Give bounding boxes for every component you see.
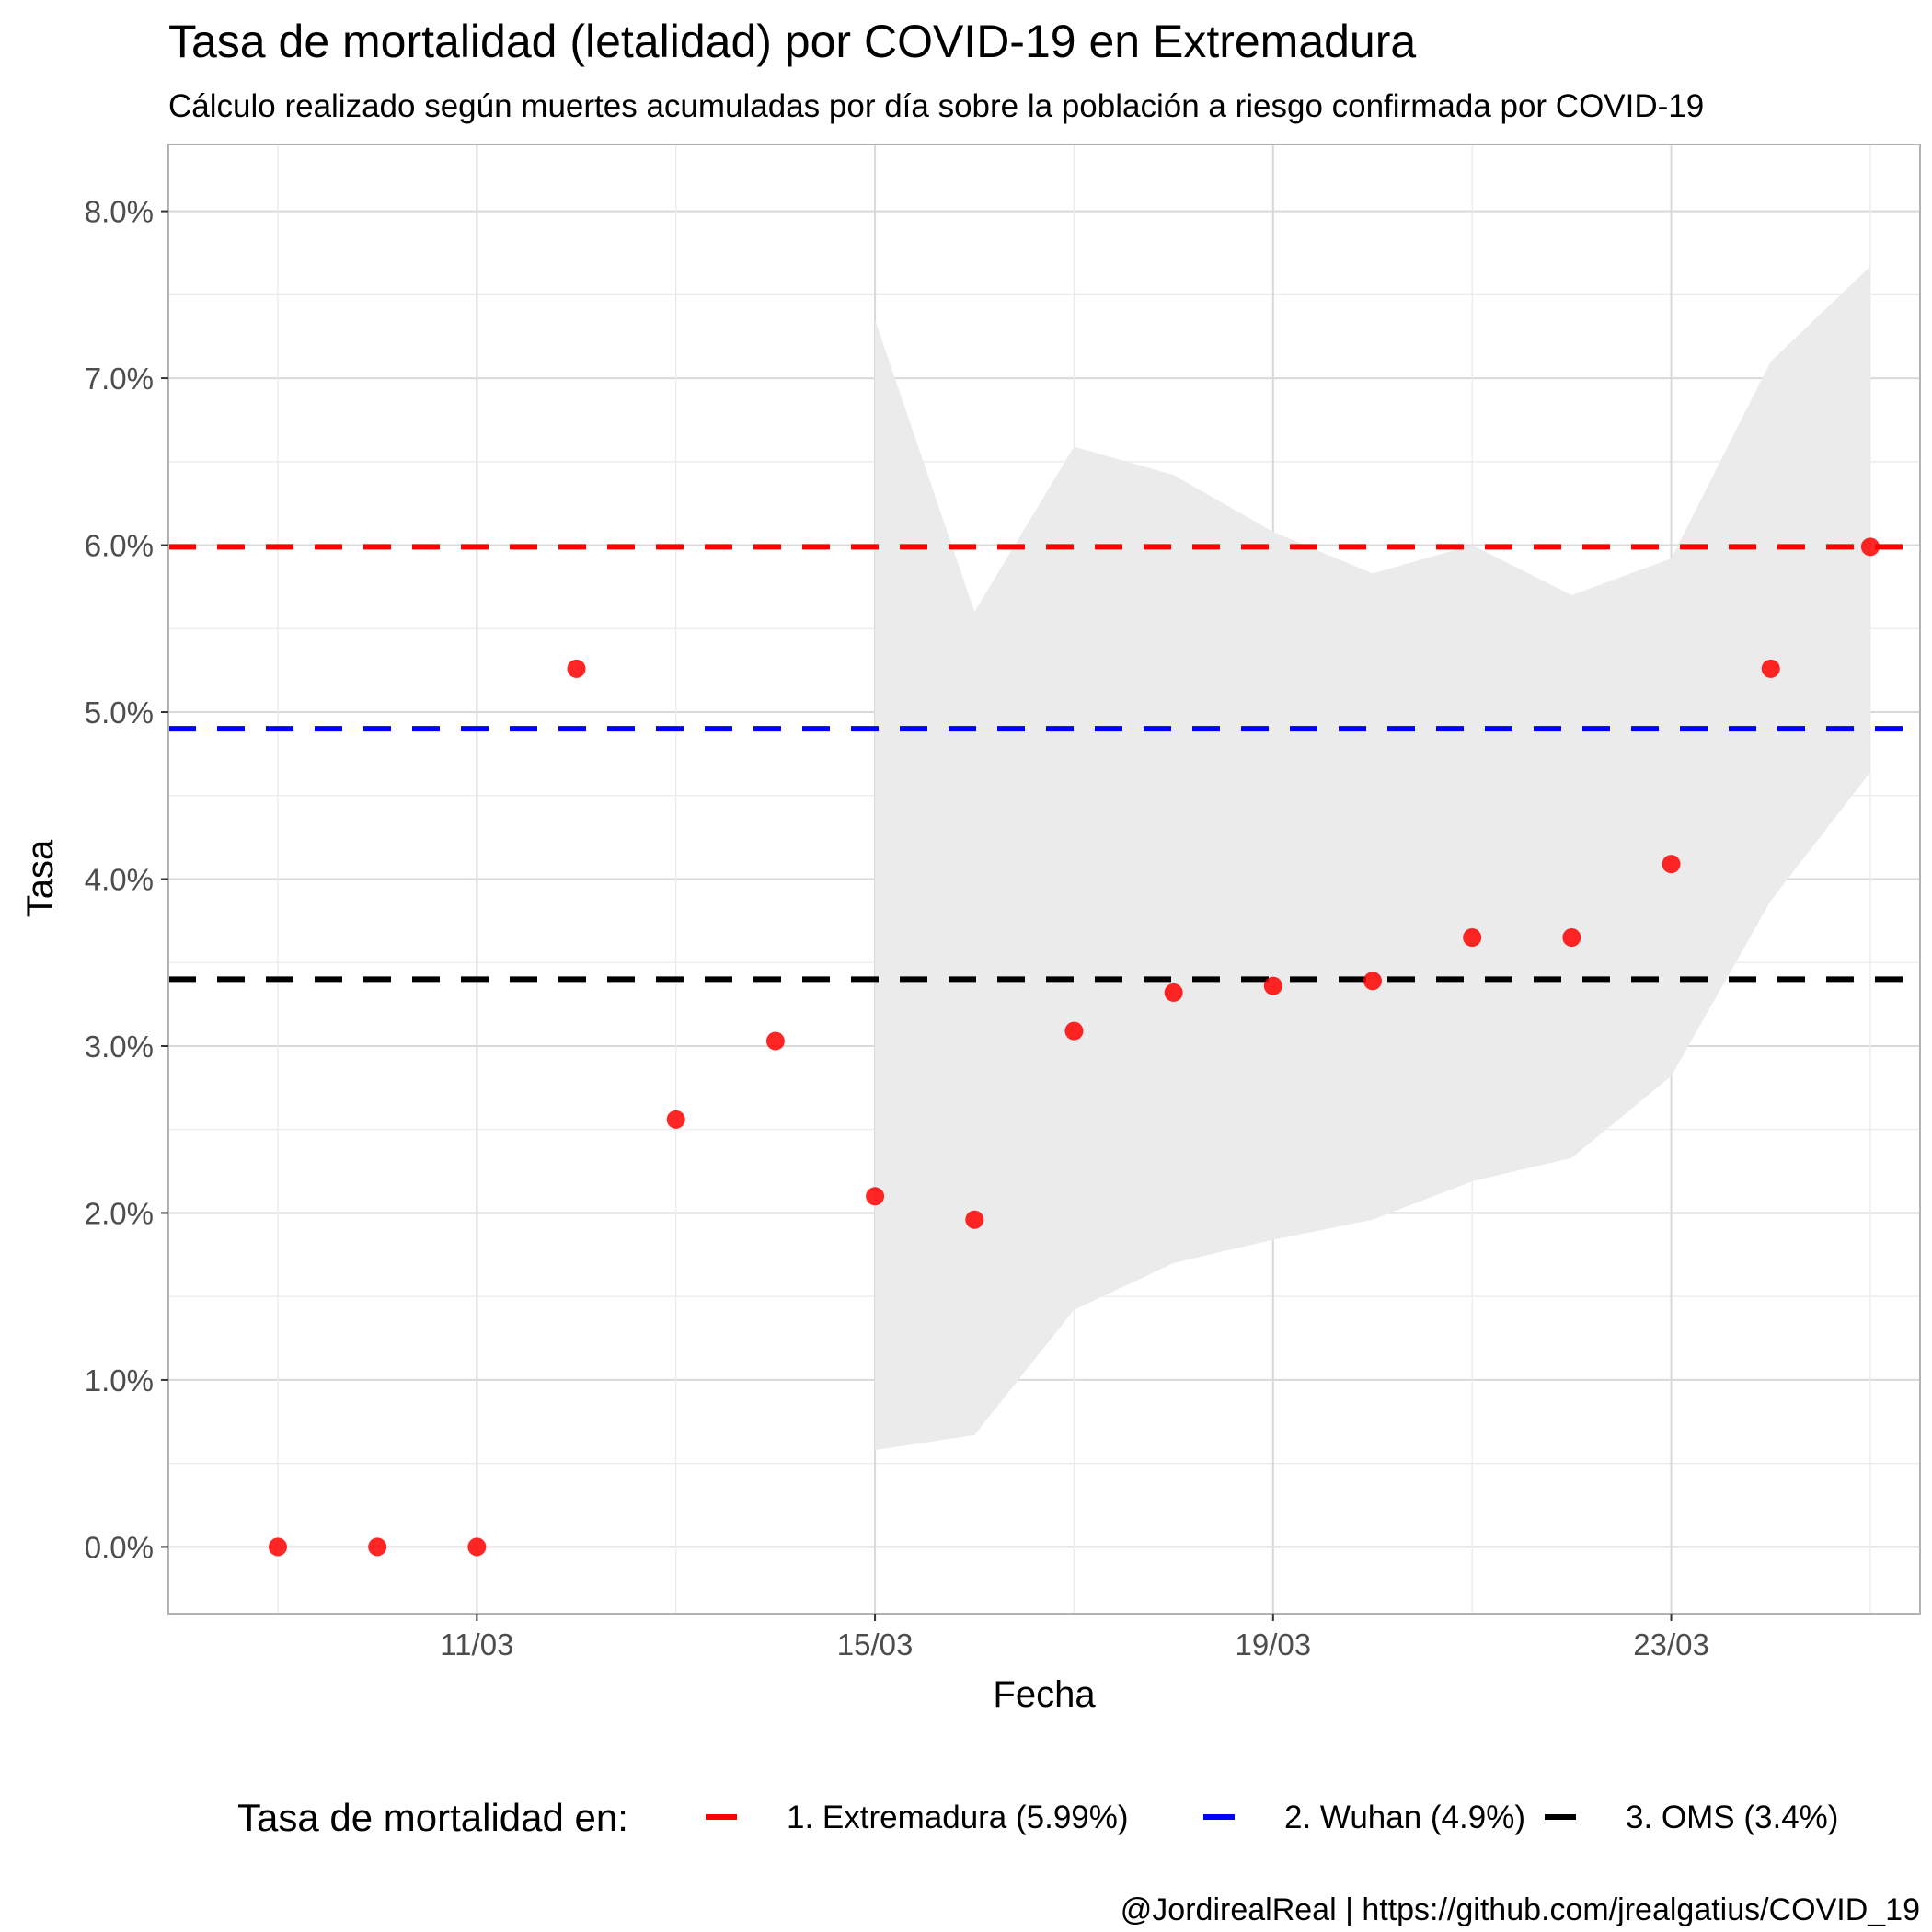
confidence-band xyxy=(875,266,1870,1451)
data-point xyxy=(1463,928,1482,948)
legend-title: Tasa de mortalidad en: xyxy=(237,1796,628,1839)
legend-label: 3. OMS (3.4%) xyxy=(1626,1800,1838,1835)
data-point xyxy=(1761,659,1780,678)
data-point xyxy=(1860,537,1880,557)
caption: @JordirealReal | https://github.com/jrea… xyxy=(1121,1892,1920,1927)
chart-subtitle: Cálculo realizado según muertes acumulad… xyxy=(168,88,1704,124)
x-tick-label: 11/03 xyxy=(440,1627,513,1662)
data-point xyxy=(666,1110,685,1129)
data-point xyxy=(1164,983,1183,1002)
y-axis: 0.0% 1.0% 2.0% 3.0% 4.0% 5.0% 6.0% 7.0% 8.0% xyxy=(85,195,168,1564)
y-tick-label: 0.0% xyxy=(85,1530,154,1564)
y-tick-label: 7.0% xyxy=(85,362,154,396)
x-tick-label: 23/03 xyxy=(1633,1627,1709,1662)
y-tick-label: 5.0% xyxy=(85,696,154,730)
confidence-band-area xyxy=(875,266,1870,1451)
y-tick-label: 1.0% xyxy=(85,1363,154,1397)
data-point xyxy=(1064,1021,1084,1041)
x-axis: 11/03 15/03 19/03 23/03 xyxy=(440,1614,1709,1662)
legend-label: 2. Wuhan (4.9%) xyxy=(1284,1800,1525,1835)
legend: Tasa de mortalidad en: 1. Extremadura (5… xyxy=(237,1796,1838,1839)
data-point xyxy=(965,1210,984,1229)
data-point xyxy=(368,1537,387,1557)
chart-title: Tasa de mortalidad (letalidad) por COVID… xyxy=(168,16,1416,67)
y-tick-label: 6.0% xyxy=(85,529,154,563)
y-tick-label: 8.0% xyxy=(85,195,154,229)
data-point xyxy=(1263,976,1282,995)
y-tick-label: 4.0% xyxy=(85,863,154,897)
x-tick-label: 19/03 xyxy=(1236,1627,1312,1662)
data-points xyxy=(269,537,1880,1557)
data-point xyxy=(866,1187,885,1206)
data-point xyxy=(1562,928,1581,948)
data-point xyxy=(1363,972,1382,991)
x-tick-label: 15/03 xyxy=(837,1627,914,1662)
data-point xyxy=(1662,855,1681,874)
y-tick-label: 3.0% xyxy=(85,1029,154,1064)
data-point xyxy=(567,659,586,678)
data-point xyxy=(269,1537,287,1557)
legend-label: 1. Extremadura (5.99%) xyxy=(787,1800,1129,1835)
data-point xyxy=(467,1537,487,1557)
x-axis-title: Fecha xyxy=(993,1674,1096,1715)
y-tick-label: 2.0% xyxy=(85,1196,154,1230)
y-axis-title: Tasa xyxy=(20,839,61,917)
data-point xyxy=(765,1031,785,1051)
